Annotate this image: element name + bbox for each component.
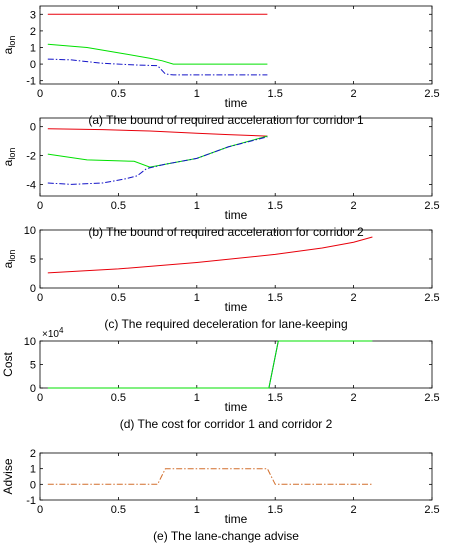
subplot-caption: (e) The lane-change advise: [153, 529, 299, 543]
y-axis-label: Advise: [1, 458, 15, 494]
y-tick-label: 5: [30, 254, 36, 266]
x-axis-label: time: [225, 96, 248, 110]
y-axis-label: alon: [1, 250, 17, 269]
x-tick-label: 1.5: [268, 200, 283, 212]
x-tick-label: 1.5: [268, 292, 283, 304]
x-tick-label: 0: [37, 88, 43, 100]
x-tick-label: 0.5: [111, 200, 126, 212]
y-exponent-label: ×104: [42, 326, 64, 340]
subplot-2: 0 0.5 1 1.5 2 2.5 0 5 10 time alon (c) The required…: [1, 225, 440, 331]
series-line-0: [47, 236, 373, 274]
y-tick-label: 0: [30, 122, 36, 134]
x-tick-label: 2.5: [424, 88, 439, 100]
x-tick-label: 2.5: [424, 200, 439, 212]
x-tick-label: 2: [351, 392, 357, 404]
x-axis-label: time: [225, 400, 248, 414]
subplot-3: 0 0.5 1 1.5 2 2.5 0 5 10 ×104 time Cost (d) The cost…: [1, 326, 440, 431]
y-tick-label: 10: [24, 225, 36, 237]
x-tick-label: 1.5: [268, 504, 283, 516]
x-tick-label: 2.5: [424, 392, 439, 404]
x-tick-label: 0: [37, 200, 43, 212]
y-tick-label: 3: [30, 9, 36, 21]
x-tick-label: 0.5: [111, 504, 126, 516]
x-tick-label: 0: [37, 504, 43, 516]
axes-box: [39, 117, 433, 197]
x-axis-label: time: [225, 512, 248, 526]
x-tick-label: 0.5: [111, 292, 126, 304]
y-tick-label: -2: [26, 151, 36, 163]
y-tick-label: -1: [26, 76, 36, 88]
x-tick-label: 1.5: [268, 88, 283, 100]
x-tick-label: 1: [194, 292, 200, 304]
y-tick-label: 0: [30, 59, 36, 71]
x-axis-label: time: [225, 300, 248, 314]
subplot-caption: (b) The bound of required acceleration f…: [88, 225, 364, 239]
x-tick-label: 2.5: [424, 292, 439, 304]
x-tick-label: 0: [37, 292, 43, 304]
subplot-caption: (d) The cost for corridor 1 and corridor…: [120, 417, 333, 431]
y-tick-label: 1: [30, 42, 36, 54]
series-line-2: [47, 136, 268, 185]
series-line-1: [47, 135, 268, 168]
y-axis-label: alon: [1, 148, 17, 167]
x-tick-label: 2: [351, 88, 357, 100]
axes-box: [39, 5, 433, 85]
axes-box: [39, 452, 433, 501]
x-tick-label: 1: [194, 504, 200, 516]
y-tick-label: 0: [30, 383, 36, 395]
x-tick-label: 2: [351, 200, 357, 212]
x-tick-label: 2.5: [424, 504, 439, 516]
x-tick-label: 0: [37, 392, 43, 404]
x-tick-label: 0.5: [111, 88, 126, 100]
x-tick-label: 2: [351, 504, 357, 516]
x-axis-label: time: [225, 208, 248, 222]
y-tick-label: 10: [24, 336, 36, 348]
x-tick-label: 1: [194, 200, 200, 212]
x-tick-label: 1: [194, 392, 200, 404]
series-line-1: [47, 43, 268, 65]
subplot-caption: (c) The required deceleration for lane-k…: [104, 317, 347, 331]
x-tick-label: 2: [351, 292, 357, 304]
y-tick-label: -4: [26, 179, 36, 191]
series-line-0: [47, 468, 373, 485]
y-tick-label: 0: [30, 479, 36, 491]
x-tick-label: 1.5: [268, 392, 283, 404]
y-tick-label: 5: [30, 360, 36, 372]
series-line-0: [47, 340, 373, 389]
y-tick-label: 2: [30, 26, 36, 38]
y-tick-label: 2: [30, 448, 36, 460]
subplot-caption: (a) The bound of required acceleration f…: [88, 113, 364, 127]
series-line-2: [47, 58, 268, 76]
y-tick-label: 1: [30, 464, 36, 476]
x-tick-label: 0.5: [111, 392, 126, 404]
y-axis-label: Cost: [1, 352, 15, 377]
axes-box: [39, 340, 433, 389]
x-tick-label: 1: [194, 88, 200, 100]
series-line-1: [47, 340, 373, 389]
y-axis-label: alon: [1, 36, 17, 55]
series-line-0: [47, 128, 268, 137]
subplot-1: 0 0.5 1 1.5 2 2.5 -4 -2 0 time alon (b) The bound o…: [1, 117, 440, 239]
y-tick-label: 0: [30, 283, 36, 295]
y-tick-label: -1: [26, 495, 36, 507]
